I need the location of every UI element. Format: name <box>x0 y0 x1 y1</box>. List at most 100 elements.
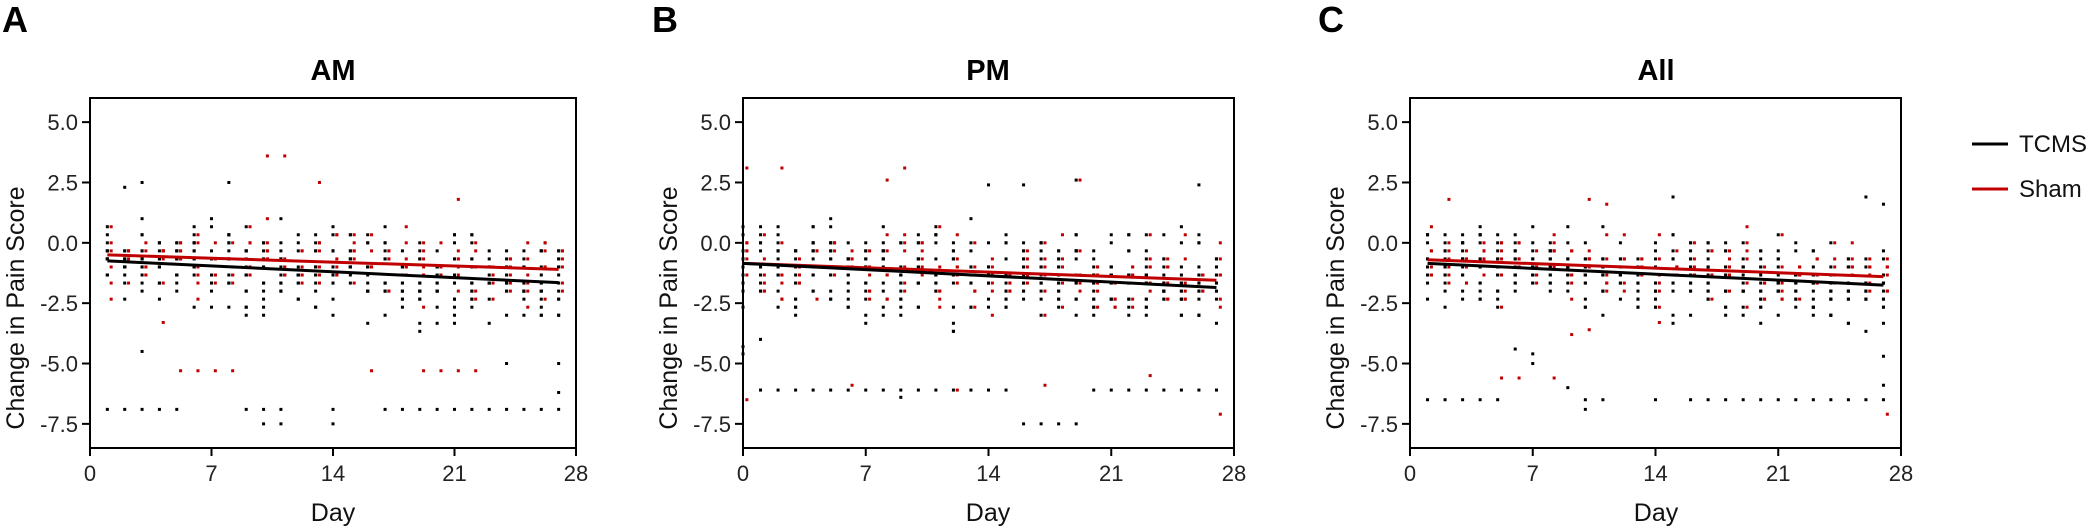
data-point <box>1179 297 1183 301</box>
data-point <box>557 281 561 285</box>
data-point <box>833 273 837 277</box>
data-point <box>105 407 109 411</box>
data-point <box>1061 305 1065 309</box>
data-point <box>916 241 920 245</box>
data-point <box>794 257 798 261</box>
data-point <box>1776 233 1780 237</box>
data-point <box>557 407 561 411</box>
data-point <box>1745 305 1749 309</box>
data-point <box>829 249 833 253</box>
data-point <box>279 407 283 411</box>
data-point <box>1811 289 1815 293</box>
data-point <box>1654 297 1657 301</box>
data-point <box>213 369 217 373</box>
data-point <box>196 265 200 269</box>
data-point <box>1780 297 1784 301</box>
data-point <box>1868 289 1872 293</box>
data-point <box>1496 305 1500 309</box>
data-point <box>210 249 213 253</box>
data-point <box>815 297 819 301</box>
data-point <box>1531 225 1535 229</box>
y-tick-label: -5.0 <box>1360 352 1398 377</box>
data-point <box>1671 249 1675 253</box>
data-point <box>1618 281 1622 285</box>
data-point <box>1144 257 1148 261</box>
data-point <box>762 281 766 285</box>
data-point <box>265 241 269 245</box>
data-point <box>335 257 339 261</box>
data-point <box>283 257 287 261</box>
data-point <box>1447 281 1451 285</box>
data-point <box>1794 281 1798 285</box>
data-point <box>470 233 474 237</box>
data-point <box>1162 297 1166 301</box>
data-point <box>418 321 422 325</box>
data-point <box>192 225 196 229</box>
data-point <box>300 265 304 269</box>
data-point <box>776 233 780 237</box>
data-point <box>1478 225 1482 229</box>
data-point <box>539 265 543 269</box>
data-point <box>934 241 938 245</box>
data-point <box>1759 305 1763 309</box>
data-point <box>1057 281 1061 285</box>
data-point <box>881 225 885 229</box>
data-point <box>1214 289 1218 293</box>
data-point <box>105 225 109 229</box>
data-point <box>899 395 903 399</box>
data-point <box>1429 265 1433 269</box>
data-point <box>192 265 196 269</box>
data-point <box>210 281 213 285</box>
data-point <box>348 233 352 237</box>
data-point <box>1057 257 1061 261</box>
data-point <box>348 257 352 261</box>
data-point <box>1043 257 1047 261</box>
data-point <box>1144 249 1148 253</box>
data-point <box>474 369 478 373</box>
data-point <box>885 249 889 253</box>
data-point <box>794 388 798 392</box>
legend-label-sham: Sham <box>2019 176 2082 203</box>
data-point <box>1833 265 1837 269</box>
data-point <box>1535 249 1539 253</box>
data-point <box>1144 265 1148 269</box>
data-point <box>1706 398 1710 402</box>
data-point <box>745 273 749 277</box>
data-point <box>1636 281 1640 285</box>
data-point <box>1092 297 1096 301</box>
data-point <box>868 289 872 293</box>
data-point <box>1724 249 1728 253</box>
plot-area: 5.0 2.5 0.0 -2.5 -5.0 -7.50 7 14 21 28 <box>40 97 588 486</box>
data-point <box>885 178 889 182</box>
data-point <box>1197 183 1201 187</box>
data-point <box>1566 289 1570 293</box>
data-point <box>1162 281 1166 285</box>
data-point <box>951 257 955 261</box>
data-point <box>1144 233 1148 237</box>
data-point <box>140 407 144 411</box>
data-point <box>127 257 131 261</box>
data-point <box>934 281 938 285</box>
data-point <box>1759 398 1763 402</box>
data-point <box>1689 241 1693 245</box>
data-point <box>539 313 543 317</box>
data-point <box>1074 233 1078 237</box>
data-point <box>1092 249 1096 253</box>
data-point <box>762 273 766 277</box>
data-point <box>1008 289 1012 293</box>
data-point <box>140 249 144 253</box>
data-point <box>903 166 907 170</box>
data-point <box>470 257 474 261</box>
data-point <box>1197 273 1201 277</box>
data-point <box>1531 281 1535 285</box>
data-point <box>1741 313 1745 317</box>
y-tick-label: -2.5 <box>693 291 731 316</box>
data-point <box>487 273 491 277</box>
data-point <box>1039 249 1043 253</box>
data-point <box>1636 257 1640 261</box>
data-point <box>1881 257 1885 261</box>
data-point <box>1671 289 1675 293</box>
data-point <box>196 241 200 245</box>
data-point <box>794 273 798 277</box>
y-tick-label: 2.5 <box>1367 170 1398 195</box>
